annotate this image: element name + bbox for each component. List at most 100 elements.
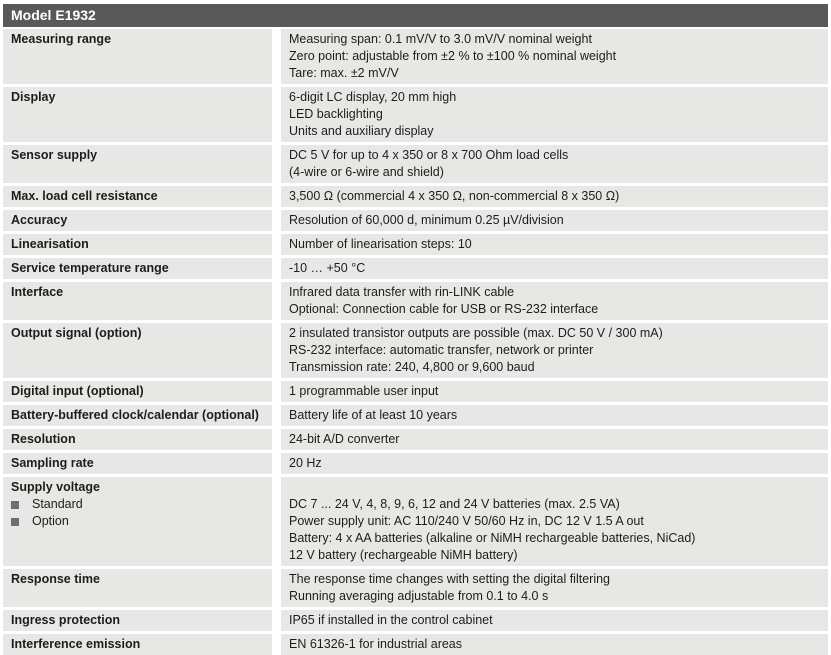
row-label: Sensor supply [11, 148, 98, 162]
table-row: Ingress protection IP65 if installed in … [3, 610, 828, 631]
value-line: IP65 if installed in the control cabinet [289, 613, 493, 627]
square-bullet-icon [11, 517, 19, 526]
value-line: Infrared data transfer with rin-LINK cab… [289, 285, 515, 299]
row-label-cell: Max. load cell resistance [3, 186, 272, 207]
value-line: Zero point: adjustable from ±2 % to ±100… [289, 49, 617, 63]
table-row: Service temperature range -10 … +50 °C [3, 258, 828, 279]
row-value-cell: 3,500 Ω (commercial 4 x 350 Ω, non-comme… [281, 186, 828, 207]
value-line: Transmission rate: 240, 4,800 or 9,600 b… [289, 360, 535, 374]
row-label: Interface [11, 285, 64, 299]
row-label-cell: Linearisation [3, 234, 272, 255]
value-line: 1 programmable user input [289, 384, 439, 398]
row-value-cell: 1 programmable user input [281, 381, 828, 402]
value-line: Units and auxiliary display [289, 124, 434, 138]
model-title: Model E1932 [11, 7, 96, 23]
value-line: Optional: Connection cable for USB or RS… [289, 302, 599, 316]
value-line: -10 … +50 °C [289, 261, 366, 275]
table-row: Output signal (option) 2 insulated trans… [3, 323, 828, 378]
row-value-cell: Infrared data transfer with rin-LINK cab… [281, 282, 828, 320]
row-label: Sampling rate [11, 456, 94, 470]
row-label-cell: Output signal (option) [3, 323, 272, 378]
row-label-cell: Supply voltage Standard Option [3, 477, 272, 566]
square-bullet-icon [11, 500, 19, 509]
row-label-cell: Battery-buffered clock/calendar (optiona… [3, 405, 272, 426]
row-label: Resolution [11, 432, 76, 446]
row-label: Ingress protection [11, 613, 121, 627]
row-label-cell: Response time [3, 569, 272, 607]
spec-table: Measuring range Measuring span: 0.1 mV/V… [3, 29, 828, 655]
row-value-cell: -10 … +50 °C [281, 258, 828, 279]
value-line: Tare: max. ±2 mV/V [289, 66, 399, 80]
row-value-cell: Resolution of 60,000 d, minimum 0.25 µV/… [281, 210, 828, 231]
value-line: Running averaging adjustable from 0.1 to… [289, 589, 549, 603]
row-label: Measuring range [11, 32, 112, 46]
row-sub-item-label: Option [32, 514, 69, 528]
value-line: 24-bit A/D converter [289, 432, 400, 446]
row-label-cell: Ingress protection [3, 610, 272, 631]
row-label: Service temperature range [11, 261, 169, 275]
table-row: Digital input (optional) 1 programmable … [3, 381, 828, 402]
value-line: 12 V battery (rechargeable NiMH battery) [289, 548, 518, 562]
table-row: Battery-buffered clock/calendar (optiona… [3, 405, 828, 426]
row-label: Linearisation [11, 237, 89, 251]
row-value-cell: Battery life of at least 10 years [281, 405, 828, 426]
row-label: Response time [11, 572, 100, 586]
row-value-cell: 2 insulated transistor outputs are possi… [281, 323, 828, 378]
row-label-cell: Sampling rate [3, 453, 272, 474]
row-label: Display [11, 90, 56, 104]
row-value-cell: The response time changes with setting t… [281, 569, 828, 607]
value-line: Measuring span: 0.1 mV/V to 3.0 mV/V nom… [289, 32, 592, 46]
row-label-cell: Resolution [3, 429, 272, 450]
value-line: 6-digit LC display, 20 mm high [289, 90, 457, 104]
value-line: EN 61326-1 for industrial areas [289, 637, 463, 651]
row-sub-item-label: Standard [32, 497, 83, 511]
value-line: Resolution of 60,000 d, minimum 0.25 µV/… [289, 213, 564, 227]
row-label: Interference emission [11, 637, 141, 651]
table-row: Measuring range Measuring span: 0.1 mV/V… [3, 29, 828, 84]
row-value-cell: EN 61326-1 for industrial areas [281, 634, 828, 655]
row-value-cell: Measuring span: 0.1 mV/V to 3.0 mV/V nom… [281, 29, 828, 84]
row-label-cell: Service temperature range [3, 258, 272, 279]
row-label: Battery-buffered clock/calendar (optiona… [11, 408, 259, 422]
value-line: RS-232 interface: automatic transfer, ne… [289, 343, 594, 357]
table-row: Linearisation Number of linearisation st… [3, 234, 828, 255]
table-row: Interface Infrared data transfer with ri… [3, 282, 828, 320]
value-line: Battery life of at least 10 years [289, 408, 458, 422]
row-label: Max. load cell resistance [11, 189, 158, 203]
table-row: Supply voltage Standard Option DC 7 ... 2… [3, 477, 828, 566]
row-sub-item: Standard [11, 496, 266, 513]
row-value-cell: 20 Hz [281, 453, 828, 474]
row-sub-item: Option [11, 513, 266, 530]
table-row: Max. load cell resistance 3,500 Ω (comme… [3, 186, 828, 207]
value-line: Battery: 4 x AA batteries (alkaline or N… [289, 531, 696, 545]
row-label-cell: Sensor supply [3, 145, 272, 183]
value-line: DC 5 V for up to 4 x 350 or 8 x 700 Ohm … [289, 148, 569, 162]
table-row: Response time The response time changes … [3, 569, 828, 607]
row-label-cell: Accuracy [3, 210, 272, 231]
row-label-cell: Interface [3, 282, 272, 320]
row-label-cell: Digital input (optional) [3, 381, 272, 402]
row-label: Supply voltage [11, 480, 100, 494]
row-label-cell: Display [3, 87, 272, 142]
row-value-cell: DC 7 ... 24 V, 4, 8, 9, 6, 12 and 24 V b… [281, 477, 828, 566]
row-label-cell: Measuring range [3, 29, 272, 84]
value-line: (4-wire or 6-wire and shield) [289, 165, 444, 179]
value-line: Number of linearisation steps: 10 [289, 237, 472, 251]
row-value-cell: DC 5 V for up to 4 x 350 or 8 x 700 Ohm … [281, 145, 828, 183]
row-label: Accuracy [11, 213, 68, 227]
row-label: Output signal (option) [11, 326, 142, 340]
table-row: Interference emission EN 61326-1 for ind… [3, 634, 828, 655]
row-label-cell: Interference emission [3, 634, 272, 655]
row-value-cell: IP65 if installed in the control cabinet [281, 610, 828, 631]
table-row: Display 6-digit LC display, 20 mm high LE… [3, 87, 828, 142]
value-line: Power supply unit: AC 110/240 V 50/60 Hz… [289, 514, 644, 528]
table-row: Sampling rate 20 Hz [3, 453, 828, 474]
row-value-cell: 6-digit LC display, 20 mm high LED backli… [281, 87, 828, 142]
value-line: 3,500 Ω (commercial 4 x 350 Ω, non-comme… [289, 189, 620, 203]
row-value-cell: 24-bit A/D converter [281, 429, 828, 450]
table-title-bar: Model E1932 [3, 4, 828, 27]
value-line: The response time changes with setting t… [289, 572, 611, 586]
table-row: Resolution 24-bit A/D converter [3, 429, 828, 450]
value-line: DC 7 ... 24 V, 4, 8, 9, 6, 12 and 24 V b… [289, 497, 620, 511]
value-line: LED backlighting [289, 107, 383, 121]
